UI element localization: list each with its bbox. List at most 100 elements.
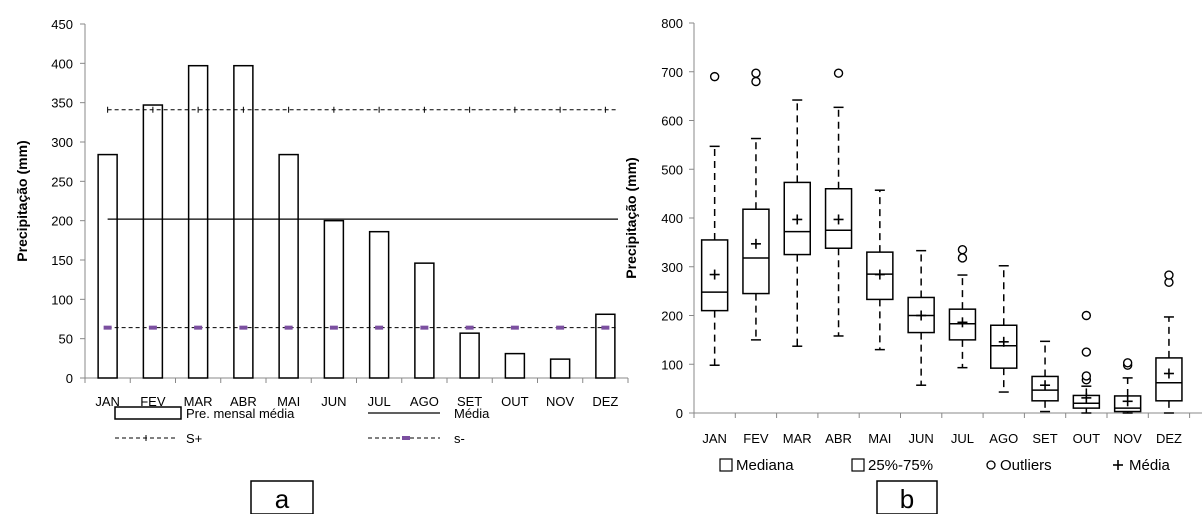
x-tick-label: OUT [501,394,529,409]
bar [549,358,571,379]
bar [595,313,616,379]
box-outlier [833,68,844,78]
box-outlier [1081,347,1092,357]
legend-s-minus-label: s- [454,431,465,446]
box-outlier [957,244,968,255]
box-iqr [866,251,894,301]
x-tick-label: MAR [184,394,213,409]
x-tick-label: JUL [951,431,974,446]
series-s-minus-marker [601,325,610,330]
y-tick-label: 300 [661,260,683,275]
bar [504,352,526,379]
bar [187,64,209,379]
box-outlier [709,71,720,82]
legend-mediana-label: Mediana [736,457,794,474]
box-outlier [751,68,761,78]
bar [323,219,345,379]
bar [233,64,254,379]
y-tick-label: 250 [51,174,73,189]
y-tick-label: 150 [51,253,73,268]
legend-iqr-swatch [851,458,865,472]
y-tick-label: 200 [661,309,683,324]
x-tick-label: MAI [277,394,300,409]
legend-media-label: Média [454,406,490,421]
x-tick-label: SET [457,394,482,409]
box-outlier [1081,371,1092,381]
y-tick-label: 0 [66,371,73,386]
y-axis-label: Precipitação (mm) [623,157,639,278]
y-tick-label: 400 [661,211,683,226]
y-tick-label: 450 [51,17,73,32]
panel-label-box [876,480,938,514]
legend-media-label: Média [1129,457,1171,474]
x-tick-label: FEV [743,431,769,446]
x-tick-label: ABR [825,431,852,446]
x-tick-label: JAN [702,431,727,446]
bar [142,104,164,379]
y-tick-label: 400 [51,56,73,71]
x-tick-label: AGO [410,394,439,409]
box-outlier [1122,358,1133,368]
legend-s-minus-marker [402,436,410,440]
box-iqr [1155,357,1183,402]
series-s-minus-marker [148,325,157,330]
y-tick-label: 350 [51,96,73,111]
y-tick-label: 600 [661,114,683,129]
series-s-minus-marker [194,325,203,330]
legend-outliers-swatch [986,460,996,470]
box-outlier [957,253,968,263]
x-tick-label: MAI [868,431,891,446]
y-tick-label: 100 [51,292,73,307]
y-tick-label: 800 [661,16,683,31]
y-tick-label: 300 [51,135,73,150]
x-tick-label: DEZ [592,394,618,409]
x-tick-label: JUN [321,394,346,409]
y-tick-label: 500 [661,162,683,177]
legend-s-plus-label: S+ [186,431,202,446]
series-s-minus-marker [239,325,248,330]
bar [278,153,299,379]
x-tick-label: ABR [230,394,257,409]
bar [414,262,435,379]
bar [459,332,480,379]
box-outlier [1081,310,1092,321]
x-tick-label: MAR [783,431,812,446]
x-tick-label: DEZ [1156,431,1182,446]
legend-mediana-swatch [719,458,733,472]
x-tick-label: SET [1032,431,1057,446]
series-s-minus-marker [510,325,519,330]
panel-label-box [250,480,314,514]
y-tick-label: 200 [51,214,73,229]
series-s-minus-marker [284,325,293,330]
series-s-minus-marker [375,325,384,330]
legend-iqr-label: 25%-75% [868,457,933,474]
chart-b: 0 100 200 300 400 500 600 700 800 JAN FEV MAR ABR MAI… [623,16,1202,514]
bar [368,230,390,379]
x-tick-label: JUN [909,431,934,446]
x-tick-label: NOV [546,394,575,409]
legend-bar-label: Pre. mensal média [186,406,295,421]
bar [97,153,118,379]
y-axis-label: Precipitação (mm) [14,140,30,261]
series-s-minus-marker [420,325,429,330]
x-tick-label: OUT [1073,431,1101,446]
box-iqr [742,208,770,295]
panel-label: b [900,484,914,514]
legend-outliers-label: Outliers [1000,457,1052,474]
series-s-minus-marker [103,325,112,330]
panel-label: a [275,484,290,514]
y-tick-label: 50 [59,332,73,347]
x-tick-label: JUL [368,394,391,409]
y-tick-label: 100 [661,357,683,372]
chart-a: 0 50 100 150 200 250 300 350 400 450 JAN FEV MAR ABR M… [14,17,629,514]
x-tick-label: FEV [140,394,166,409]
series-s-minus-marker [465,325,474,330]
y-tick-label: 700 [661,65,683,80]
box-outlier [751,76,761,87]
box-outlier [1164,270,1174,280]
y-tick-label: 0 [676,406,683,421]
series-s-minus-marker [329,325,338,330]
x-tick-label: JAN [95,394,120,409]
x-tick-label: AGO [989,431,1018,446]
